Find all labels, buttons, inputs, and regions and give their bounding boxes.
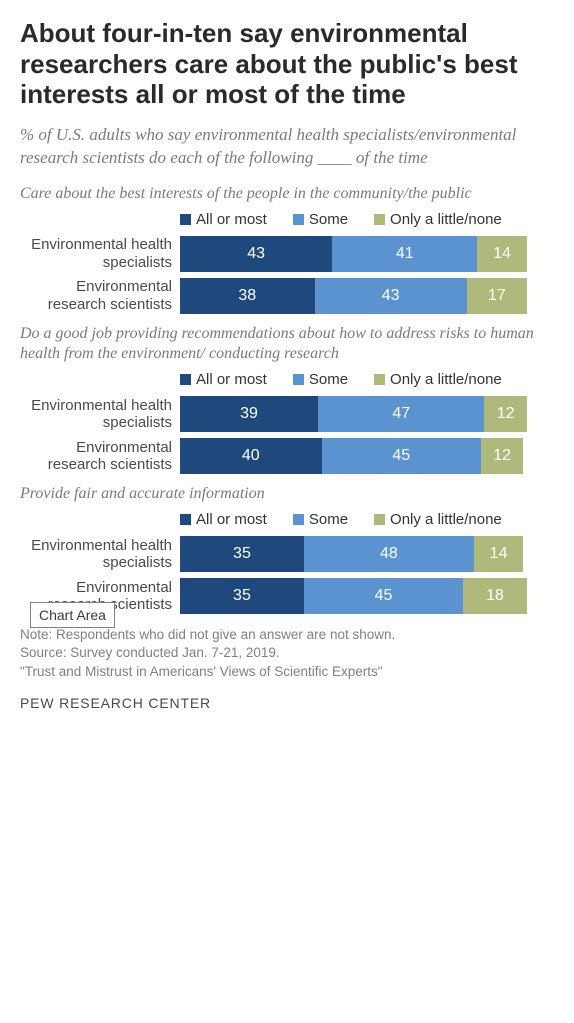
legend-swatch — [180, 514, 191, 525]
legend-label: All or most — [196, 371, 267, 388]
bar-segment: 12 — [484, 396, 526, 432]
stacked-bar: 404512 — [180, 438, 534, 474]
stacked-bar: 354814 — [180, 536, 534, 572]
legend: All or most Some Only a little/none — [20, 511, 554, 528]
row-label: Environmental research scientists — [20, 439, 180, 474]
legend-item: All or most — [180, 511, 267, 528]
legend-item: Only a little/none — [374, 211, 502, 228]
legend-swatch — [293, 214, 304, 225]
bar-segment: 45 — [304, 578, 463, 614]
bar-row: Environmental health specialists394712 — [20, 394, 554, 434]
bar-segment: 38 — [180, 278, 315, 314]
legend-item: All or most — [180, 371, 267, 388]
bar-segment: 14 — [474, 536, 524, 572]
legend-swatch — [374, 214, 385, 225]
bar-segment: 17 — [467, 278, 527, 314]
legend-label: All or most — [196, 211, 267, 228]
section-heading: Do a good job providing recommendations … — [20, 324, 554, 366]
section-heading: Care about the best interests of the peo… — [20, 184, 554, 205]
bar-segment: 45 — [322, 438, 481, 474]
legend-swatch — [293, 514, 304, 525]
stacked-bar: 394712 — [180, 396, 534, 432]
bar-row: Environmental research scientists404512 — [20, 436, 554, 476]
bar-segment: 48 — [304, 536, 474, 572]
legend-item: Some — [293, 211, 348, 228]
bar-segment: 43 — [315, 278, 467, 314]
bar-row: Environmental health specialists434114 — [20, 234, 554, 274]
bar-segment: 41 — [332, 236, 477, 272]
bar-segment: 39 — [180, 396, 318, 432]
legend-swatch — [180, 214, 191, 225]
bar-segment: 35 — [180, 536, 304, 572]
bar-segment: 18 — [463, 578, 527, 614]
bar-row: Environmental research scientists384317 — [20, 276, 554, 316]
legend-item: All or most — [180, 211, 267, 228]
legend-item: Only a little/none — [374, 511, 502, 528]
legend: All or most Some Only a little/none — [20, 371, 554, 388]
chart-note: Note: Respondents who did not give an an… — [20, 626, 554, 681]
legend-item: Only a little/none — [374, 371, 502, 388]
bar-segment: 35 — [180, 578, 304, 614]
legend-label: Only a little/none — [390, 211, 502, 228]
legend-label: Only a little/none — [390, 371, 502, 388]
legend-item: Some — [293, 511, 348, 528]
legend-label: All or most — [196, 511, 267, 528]
legend-item: Some — [293, 371, 348, 388]
legend-swatch — [374, 514, 385, 525]
note-line: Note: Respondents who did not give an an… — [20, 626, 554, 644]
source-footer: PEW RESEARCH CENTER — [20, 695, 554, 711]
row-label: Environmental research scientists — [20, 278, 180, 313]
chart-subtitle: % of U.S. adults who say environmental h… — [20, 124, 554, 170]
bar-row: Environmental health specialists354814 — [20, 534, 554, 574]
note-line: "Trust and Mistrust in Americans' Views … — [20, 663, 554, 681]
legend: All or most Some Only a little/none — [20, 211, 554, 228]
row-label: Environmental health specialists — [20, 397, 180, 432]
chart-title: About four-in-ten say environmental rese… — [20, 18, 554, 110]
legend-label: Some — [309, 211, 348, 228]
legend-label: Only a little/none — [390, 511, 502, 528]
bar-segment: 47 — [318, 396, 484, 432]
row-label: Environmental health specialists — [20, 236, 180, 271]
stacked-bar: 434114 — [180, 236, 534, 272]
legend-label: Some — [309, 511, 348, 528]
legend-swatch — [374, 374, 385, 385]
section-heading: Provide fair and accurate information — [20, 484, 554, 505]
stacked-bar: 354518 — [180, 578, 534, 614]
stacked-bar: 384317 — [180, 278, 534, 314]
bar-segment: 40 — [180, 438, 322, 474]
bar-segment: 12 — [481, 438, 523, 474]
bar-segment: 43 — [180, 236, 332, 272]
bar-segment: 14 — [477, 236, 527, 272]
row-label: Environmental health specialists — [20, 537, 180, 572]
bar-row: Environmental research scientists354518 — [20, 576, 554, 616]
note-line: Source: Survey conducted Jan. 7-21, 2019… — [20, 644, 554, 662]
legend-swatch — [180, 374, 191, 385]
legend-label: Some — [309, 371, 348, 388]
row-label: Environmental research scientists — [20, 579, 180, 614]
chart-area: Care about the best interests of the peo… — [20, 184, 554, 616]
legend-swatch — [293, 374, 304, 385]
